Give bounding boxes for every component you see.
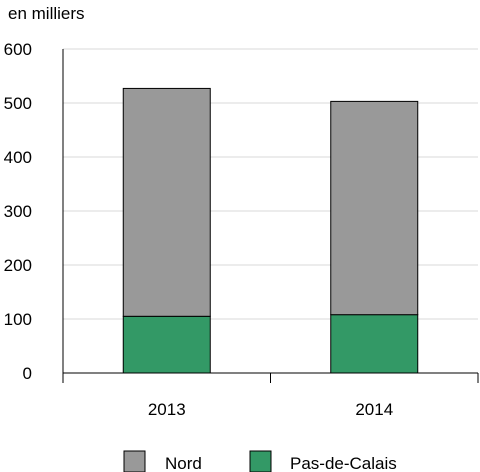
x-tick-label: 2013: [148, 400, 186, 419]
bar-pas-de-calais-2014: [330, 314, 419, 374]
legend-swatch-nord: [123, 450, 146, 472]
y-tick-label: 600: [4, 40, 32, 59]
y-tick-label: 100: [4, 310, 32, 329]
bars: [122, 87, 419, 374]
y-tick-label: 200: [4, 256, 32, 275]
y-tick-label: 500: [4, 94, 32, 113]
x-tick-label: 2014: [355, 400, 393, 419]
y-axis-unit-label: en milliers: [8, 4, 85, 23]
y-tick-label: 0: [23, 364, 32, 383]
legend-label-pas-de-calais: Pas-de-Calais: [290, 454, 397, 472]
bar-pas-de-calais-2013: [122, 315, 211, 374]
legend-label-nord: Nord: [165, 454, 202, 472]
tick-labels: 0 100 200 300 400 500 600 2013 2014: [4, 40, 394, 419]
bar-nord-2013: [122, 87, 211, 317]
bar-nord-2014: [330, 100, 419, 316]
y-tick-label: 400: [4, 148, 32, 167]
legend-swatch-pas-de-calais: [249, 450, 272, 472]
axes: [62, 49, 479, 383]
y-tick-label: 300: [4, 202, 32, 221]
legend: Nord Pas-de-Calais: [123, 450, 397, 472]
